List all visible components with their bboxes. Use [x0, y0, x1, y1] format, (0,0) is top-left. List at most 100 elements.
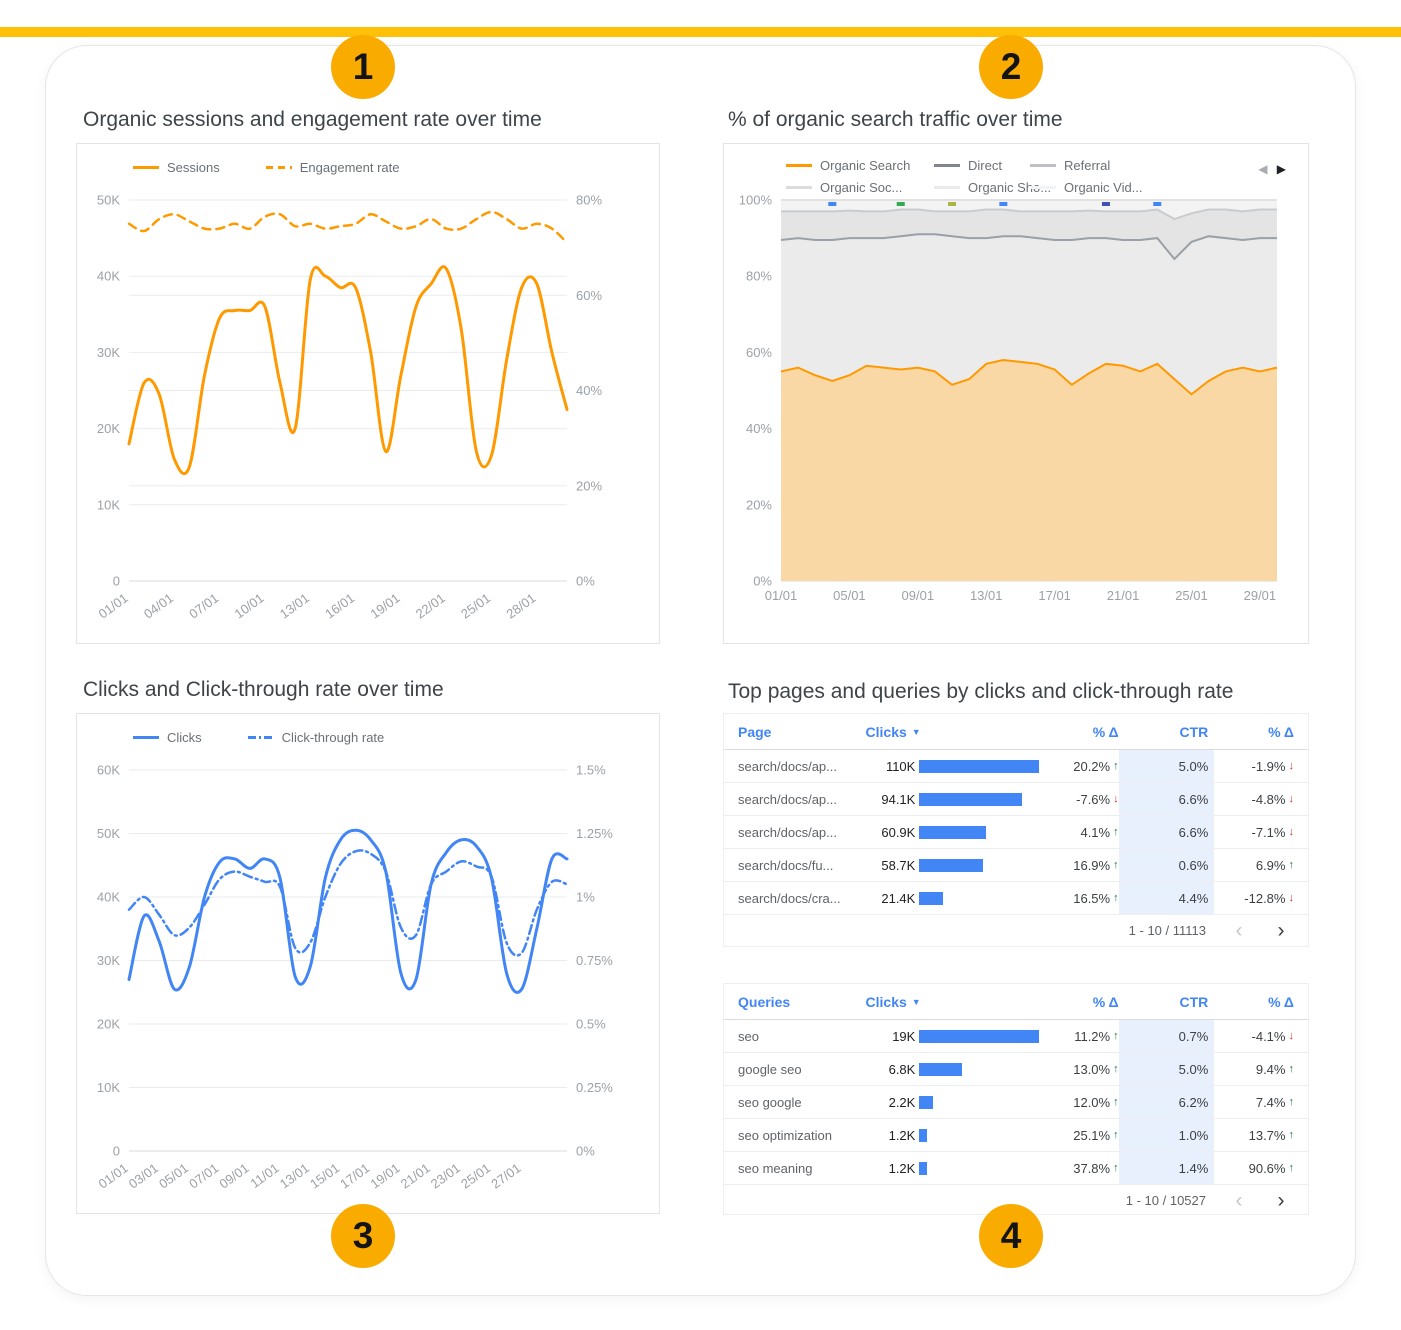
- table-row: google seo 6.8K 13.0% ↑ 5.0% 9.4% ↑: [724, 1053, 1308, 1086]
- svg-text:40%: 40%: [576, 383, 602, 398]
- column-header-ctr[interactable]: CTR: [1179, 993, 1209, 1010]
- sessions-engagement-line-chart[interactable]: 50K 40K 30K 20K 10K 0 80% 60% 40% 20% 0% 01/01 04/01…: [77, 144, 661, 645]
- svg-text:60K: 60K: [97, 763, 120, 778]
- svg-text:01/01: 01/01: [765, 588, 798, 603]
- delta-value: -4.8% ↓: [1251, 791, 1294, 807]
- clicks-value: 58.7K: [881, 857, 916, 873]
- annotation-badge-4: 4: [979, 1204, 1043, 1268]
- ctr-value: 0.6%: [1118, 849, 1215, 881]
- row-name: seo optimization: [738, 1127, 832, 1143]
- legend-item: Sessions: [133, 160, 220, 175]
- svg-text:25/01: 25/01: [458, 1160, 493, 1191]
- legend-line-sample-icon: [786, 164, 812, 167]
- delta-up-icon: ↑: [1113, 760, 1119, 772]
- svg-text:100%: 100%: [739, 193, 773, 208]
- chart-legend: Sessions Engagement rate: [133, 160, 399, 175]
- delta-value: 25.1% ↑: [1073, 1127, 1119, 1143]
- svg-text:01/01: 01/01: [96, 1160, 131, 1191]
- top-pages-table: Page Clicks ▼ % Δ CTR % Δ search/docs/ap.…: [723, 713, 1309, 947]
- table-pagination: 1 - 10 / 10527 ‹ ›: [724, 1185, 1308, 1216]
- svg-text:80%: 80%: [746, 269, 772, 284]
- legend-pagination: ◀ ▶: [1258, 162, 1286, 176]
- delta-up-icon: ↑: [1113, 1162, 1119, 1174]
- column-header-delta[interactable]: % Δ: [1092, 993, 1119, 1010]
- table-row: search/docs/ap... 60.9K 4.1% ↑ 6.6% -7.1% ↓: [724, 816, 1308, 849]
- sort-desc-icon: ▼: [911, 996, 921, 1007]
- svg-text:10K: 10K: [97, 1080, 120, 1095]
- delta-up-icon: ↑: [1288, 1063, 1294, 1075]
- delta-value: -12.8% ↓: [1244, 890, 1294, 906]
- svg-text:1.25%: 1.25%: [576, 826, 613, 841]
- organic-traffic-chart-panel: 100% 80% 60% 40% 20% 0% 01/01 05/01 09/01 13/01 17…: [723, 143, 1309, 644]
- svg-text:1.5%: 1.5%: [576, 763, 606, 778]
- legend-item: Organic Soc...: [786, 180, 934, 195]
- prev-page-icon[interactable]: ‹: [1235, 1189, 1243, 1212]
- legend-label: Organic Search: [820, 158, 911, 173]
- column-header-clicks[interactable]: Clicks ▼: [866, 994, 1039, 1010]
- svg-text:20%: 20%: [746, 497, 772, 512]
- svg-text:80%: 80%: [576, 193, 602, 208]
- legend-line-sample-icon: [133, 166, 159, 169]
- organic-traffic-stacked-area-chart[interactable]: 100% 80% 60% 40% 20% 0%01/01 05/01 09/01 13/01 17…: [724, 144, 1310, 645]
- legend-label: Direct: [968, 158, 1002, 173]
- legend-label: Engagement rate: [299, 160, 400, 175]
- clicks-bar: [919, 816, 1039, 848]
- clicks-ctr-line-chart[interactable]: 60K 50K 40K 30K 20K 10K 0 1.5% 1.25% 1% 0.75% 0.5% 0…: [77, 714, 661, 1215]
- delta-value: 6.9% ↑: [1255, 857, 1294, 873]
- column-header-ctr[interactable]: CTR: [1179, 723, 1209, 740]
- table-header-row: Page Clicks ▼ % Δ CTR % Δ: [724, 714, 1308, 750]
- clicks-value: 94.1K: [881, 791, 916, 807]
- clicks-bar: [919, 1020, 1039, 1052]
- row-name: search/docs/cra...: [738, 890, 841, 906]
- legend-next-icon[interactable]: ▶: [1276, 162, 1286, 176]
- legend-prev-icon[interactable]: ◀: [1258, 162, 1268, 176]
- svg-text:25/01: 25/01: [1175, 588, 1208, 603]
- svg-text:25/01: 25/01: [458, 590, 493, 621]
- delta-down-icon: ↓: [1288, 892, 1294, 904]
- svg-text:21/01: 21/01: [1107, 588, 1140, 603]
- annotation-badge-2: 2: [979, 35, 1043, 99]
- legend-label: Sessions: [167, 160, 220, 175]
- svg-text:0%: 0%: [576, 574, 595, 589]
- ctr-value: 6.2%: [1118, 1086, 1215, 1118]
- chart-title-organic-traffic: % of organic search traffic over time: [728, 108, 1063, 131]
- tables-section-title: Top pages and queries by clicks and clic…: [728, 680, 1234, 703]
- column-header-delta[interactable]: % Δ: [1268, 993, 1294, 1010]
- ctr-value: 4.4%: [1118, 882, 1215, 914]
- pagination-range: 1 - 10 / 10527: [1125, 1193, 1206, 1208]
- table-row: search/docs/cra... 21.4K 16.5% ↑ 4.4% -12.8% ↓: [724, 882, 1308, 915]
- delta-value: 90.6% ↑: [1248, 1160, 1294, 1176]
- column-header-clicks[interactable]: Clicks ▼: [866, 724, 1039, 740]
- table-header-row: Queries Clicks ▼ % Δ CTR % Δ: [724, 984, 1308, 1020]
- clicks-value: 110K: [885, 758, 916, 774]
- chart-legend: Organic Search Direct Referral Organic Soc.…: [786, 158, 1180, 195]
- next-page-icon[interactable]: ›: [1277, 1189, 1285, 1212]
- delta-up-icon: ↑: [1288, 859, 1294, 871]
- column-header-delta[interactable]: % Δ: [1268, 723, 1294, 740]
- table-row: seo 19K 11.2% ↑ 0.7% -4.1% ↓: [724, 1020, 1308, 1053]
- svg-text:20%: 20%: [576, 478, 602, 493]
- top-accent-bar: [0, 27, 1401, 37]
- delta-value: -7.1% ↓: [1251, 824, 1294, 840]
- svg-text:0%: 0%: [753, 574, 772, 589]
- table-row: search/docs/ap... 94.1K -7.6% ↓ 6.6% -4.8% ↓: [724, 783, 1308, 816]
- legend-item: Organic Sho...: [934, 180, 1051, 195]
- column-header-clicks-label: Clicks: [865, 993, 907, 1010]
- row-name: search/docs/ap...: [738, 824, 837, 840]
- svg-text:60%: 60%: [746, 345, 772, 360]
- svg-text:19/01: 19/01: [367, 1160, 402, 1191]
- column-header-queries[interactable]: Queries: [738, 993, 791, 1010]
- chart-title-sessions: Organic sessions and engagement rate ove…: [83, 108, 542, 131]
- ctr-value: 1.0%: [1118, 1119, 1215, 1151]
- legend-line-sample-icon: [1030, 164, 1056, 167]
- svg-text:50K: 50K: [97, 193, 120, 208]
- legend-item: Referral: [1030, 158, 1180, 173]
- prev-page-icon[interactable]: ‹: [1235, 919, 1243, 942]
- svg-text:16/01: 16/01: [322, 590, 357, 621]
- column-header-delta[interactable]: % Δ: [1092, 723, 1119, 740]
- delta-down-icon: ↓: [1113, 793, 1119, 805]
- next-page-icon[interactable]: ›: [1277, 919, 1285, 942]
- legend-line-sample-icon: [265, 166, 292, 169]
- svg-text:09/01: 09/01: [902, 588, 935, 603]
- column-header-page[interactable]: Page: [738, 723, 772, 740]
